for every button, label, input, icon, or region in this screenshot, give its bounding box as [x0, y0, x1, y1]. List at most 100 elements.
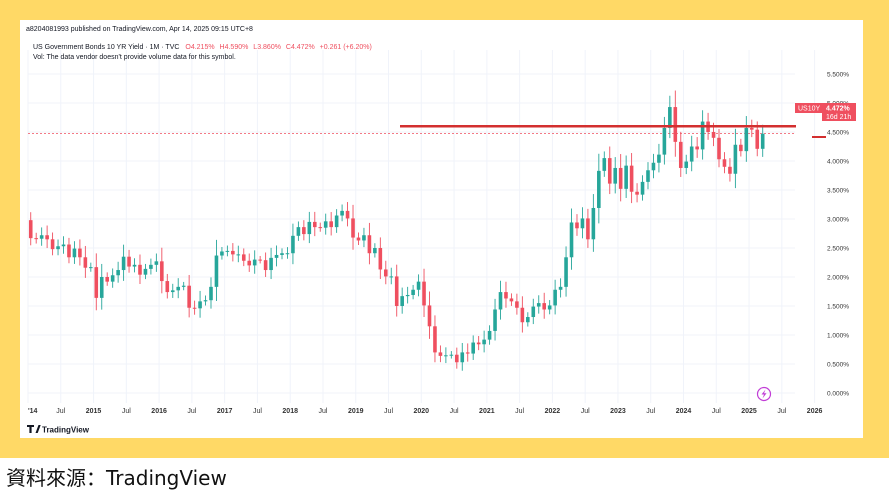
- candle-body: [231, 250, 235, 255]
- candle-body: [662, 127, 667, 155]
- candle-body: [94, 267, 99, 298]
- candle-body: [487, 330, 492, 340]
- candle-body: [520, 307, 525, 323]
- candle-body: [176, 286, 181, 291]
- candle-body: [209, 286, 213, 301]
- candle-body: [378, 248, 383, 270]
- candle-body: [285, 253, 290, 255]
- source-caption: 資料來源：TradingView: [6, 466, 227, 490]
- y-tick-label: 4.000%: [827, 159, 849, 166]
- candle-body: [160, 261, 164, 282]
- candle-body: [280, 253, 284, 255]
- x-tick-label: 2019: [348, 408, 364, 415]
- candle-body: [400, 296, 404, 306]
- candle-body: [449, 354, 454, 356]
- candle-body: [394, 276, 399, 306]
- y-tick-label: 0.000%: [827, 391, 849, 398]
- price-tag-countdown: 16d 21h: [826, 114, 851, 121]
- candle-body: [760, 133, 765, 149]
- candle-body: [127, 256, 131, 267]
- candle-body: [110, 275, 115, 282]
- candle-body: [531, 306, 536, 318]
- x-tick-label: Jul: [122, 408, 131, 415]
- candle-body: [695, 146, 699, 150]
- candle-body: [329, 221, 333, 228]
- candle-body: [214, 255, 219, 287]
- candle-body: [67, 244, 71, 258]
- candle-body: [597, 170, 601, 208]
- published-info: a8204081993 published on TradingView.com…: [26, 26, 253, 33]
- price-tag-symbol-bg: [795, 103, 829, 113]
- price-tag-price: 4.472%: [826, 106, 851, 113]
- candle-body: [547, 305, 552, 310]
- price-tag[interactable]: US10Y 4.472% 16d 21h: [795, 103, 856, 121]
- candle-body: [553, 289, 557, 306]
- candle-body: [422, 281, 426, 306]
- candlestick-chart[interactable]: a8204081993 published on TradingView.com…: [20, 20, 863, 438]
- candle-body: [263, 260, 268, 271]
- candle-body: [646, 170, 650, 182]
- candle-body: [657, 154, 661, 163]
- candle-body: [673, 107, 678, 142]
- x-tick-label: 2018: [282, 408, 298, 415]
- candle-body: [83, 257, 88, 268]
- candle-body: [296, 227, 301, 236]
- y-tick-label: 2.500%: [827, 246, 849, 253]
- candle-body: [613, 167, 618, 184]
- candle-body: [700, 121, 705, 150]
- y-tick-label: 0.500%: [827, 362, 849, 369]
- candle-body: [493, 309, 497, 331]
- candle-body: [312, 221, 317, 228]
- candle-body: [717, 137, 721, 160]
- x-tick-label: Jul: [384, 408, 393, 415]
- candle-body: [138, 264, 142, 275]
- candle-body: [302, 227, 306, 235]
- x-tick-label: 2016: [151, 408, 167, 415]
- candle-body: [465, 352, 470, 354]
- x-tick-label: 2015: [86, 408, 102, 415]
- x-tick-label: 2021: [479, 408, 495, 415]
- candle-body: [356, 237, 361, 241]
- candle-body: [340, 210, 344, 216]
- ohlc-close-label: C: [286, 44, 291, 51]
- candle-body: [362, 235, 366, 241]
- candle-body: [154, 261, 159, 265]
- candle-body: [34, 238, 38, 240]
- candle-body: [438, 352, 443, 356]
- candle-body: [444, 355, 448, 357]
- ohlc-high-label: H: [220, 44, 225, 51]
- candle-body: [72, 248, 77, 258]
- candle-body: [733, 144, 738, 174]
- x-axis: '14 Jul 2015 Jul 2016 Jul 2017 Jul 2018 Jul 2019 Ju…: [28, 408, 822, 415]
- candle-body: [121, 256, 126, 271]
- candle-body: [749, 127, 754, 130]
- candle-body: [56, 246, 60, 250]
- candle-body: [323, 221, 328, 228]
- candle-body: [504, 292, 508, 299]
- candle-body: [689, 146, 694, 162]
- candle-body: [225, 250, 230, 252]
- volume-note: Vol: The data vendor doesn't provide vol…: [33, 54, 236, 61]
- candles: [28, 90, 765, 371]
- candle-body: [460, 352, 465, 363]
- candle-body: [542, 303, 547, 310]
- tradingview-logo-icon: [27, 425, 41, 433]
- candle-body: [318, 227, 323, 229]
- candle-body: [580, 218, 585, 229]
- candle-body: [744, 127, 749, 152]
- candle-body: [247, 260, 252, 266]
- candle-body: [558, 286, 563, 290]
- candle-body: [602, 158, 607, 171]
- y-tick-label: 4.500%: [827, 130, 849, 137]
- candle-body: [427, 305, 432, 327]
- x-tick-label: 2026: [807, 408, 823, 415]
- candle-body: [722, 159, 727, 167]
- y-tick-label: 3.000%: [827, 217, 849, 224]
- candle-body: [28, 220, 33, 239]
- ohlc-low-label: L: [253, 44, 257, 51]
- candle-body: [728, 166, 732, 174]
- candle-body: [526, 317, 530, 323]
- lightning-icon[interactable]: [756, 386, 772, 402]
- x-tick-label: 2025: [741, 408, 757, 415]
- candle-body: [509, 298, 514, 302]
